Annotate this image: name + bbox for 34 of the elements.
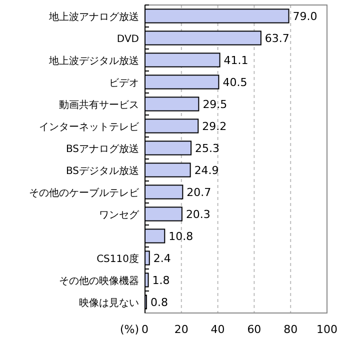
data-label: 41.1: [224, 54, 248, 67]
data-label: 1.8: [152, 274, 170, 287]
y-tick-label: 地上波アナログ放送: [48, 11, 139, 23]
data-label: 40.5: [222, 76, 248, 89]
data-label: 29.5: [202, 98, 228, 111]
y-tick-label: ビデオ: [109, 78, 139, 89]
y-tick-label: CS110度: [96, 253, 139, 265]
data-label: 0.8: [150, 296, 168, 309]
data-label: 63.7: [264, 32, 290, 45]
data-label: 25.3: [195, 142, 220, 155]
y-tick-label: 映像は見ない: [79, 297, 139, 309]
y-tick-label: インターネットテレビ: [39, 122, 140, 133]
x-tick-label: 40: [210, 323, 225, 336]
x-tick-label: 0: [142, 323, 148, 336]
data-label: 24.9: [194, 164, 219, 177]
data-label: 20.7: [186, 186, 212, 199]
y-tick-label: その他の映像機器: [59, 275, 139, 287]
y-tick-label: その他のケーブルテレビ: [29, 187, 140, 199]
y-tick-label: 地上波デジタル放送: [48, 55, 139, 67]
y-tick-label: BSアナログ放送: [66, 143, 139, 155]
x-tick-label: 60: [247, 323, 262, 336]
x-tick-label: 80: [284, 323, 298, 336]
data-label: 79.0: [292, 10, 318, 23]
y-tick-label: BSデジタル放送: [66, 165, 139, 177]
y-tick-label: ワンセグ: [99, 210, 140, 221]
y-tick-label: 動画共有サービス: [59, 99, 139, 111]
data-label: 29.2: [202, 120, 227, 133]
y-tick-label: DVD: [116, 34, 140, 45]
data-label: 10.8: [168, 230, 194, 243]
x-tick-label: 100: [316, 323, 338, 336]
data-label: 20.3: [186, 208, 210, 221]
x-tick-label: 20: [174, 323, 188, 336]
data-label: 2.4: [153, 252, 171, 265]
x-axis-title: (%): [120, 323, 139, 336]
